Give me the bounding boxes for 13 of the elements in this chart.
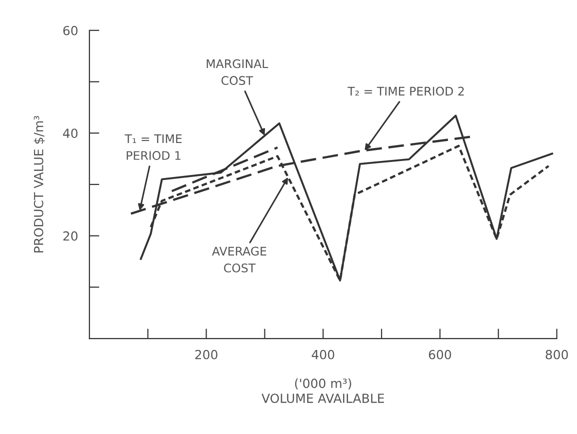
annotation: T₁ = TIME PERIOD 1 — [124, 134, 182, 160]
annotation: T₂ = TIME PERIOD 2 — [348, 86, 464, 96]
y-tick-label: 20 — [63, 231, 78, 241]
y-axis-title: PRODUCT VALUE $/m³ — [34, 116, 45, 252]
x-axis-title: ('000 m³) VOLUME AVAILABLE — [262, 378, 384, 404]
y-tick-label: 60 — [63, 26, 78, 36]
x-tick-label: 600 — [428, 350, 452, 360]
x-tick-label: 400 — [312, 350, 334, 360]
annotation: AVERAGE COST — [212, 246, 266, 272]
y-tick-label: 40 — [63, 128, 78, 138]
x-tick-label: 200 — [195, 350, 218, 360]
annotation: MARGINAL COST — [206, 59, 268, 85]
x-tick-label: 800 — [546, 350, 568, 360]
